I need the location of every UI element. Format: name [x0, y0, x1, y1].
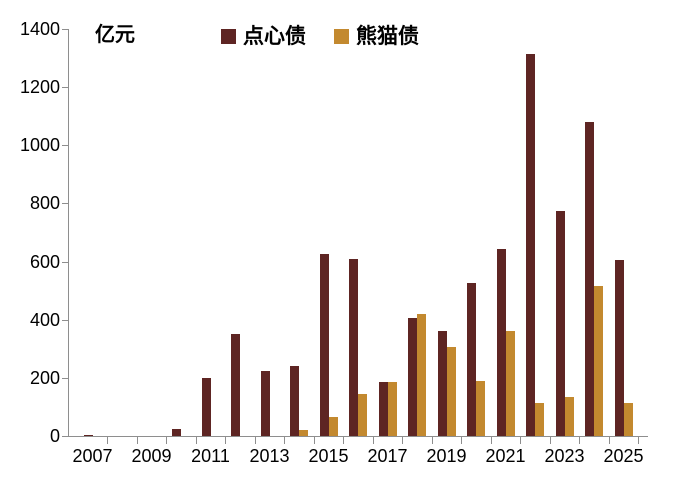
- legend-swatch-panda-bond: [334, 29, 349, 44]
- y-axis-tick: [62, 377, 68, 379]
- y-axis-tick-label: 800: [29, 193, 60, 214]
- bar-panda-bond-2022: [535, 403, 544, 436]
- bar-dim-sum-bond-2022: [526, 54, 535, 436]
- bar-dim-sum-bond-2024: [585, 122, 594, 436]
- y-axis-tick: [62, 203, 68, 205]
- x-axis-label: 2019: [426, 446, 467, 466]
- x-axis-tick: [402, 437, 404, 444]
- bar-panda-bond-2014: [299, 430, 308, 436]
- x-axis-tick: [136, 437, 138, 444]
- bar-dim-sum-bond-2019: [437, 331, 447, 436]
- bar-dim-sum-bond-2023: [555, 211, 565, 436]
- y-axis-tick: [62, 261, 68, 263]
- bar-dim-sum-bond-2018: [408, 318, 417, 436]
- x-axis-tick: [490, 437, 492, 444]
- bar-panda-bond-2025: [623, 403, 633, 436]
- y-axis-tick-label: 1400: [19, 19, 60, 40]
- x-axis-tick: [520, 437, 522, 444]
- bar-dim-sum-bond-2020: [467, 283, 476, 436]
- y-axis-tick-label: 1200: [19, 77, 60, 98]
- x-axis-tick: [549, 437, 551, 444]
- bar-panda-bond-2020: [476, 381, 485, 436]
- x-axis-label: 2013: [249, 446, 290, 466]
- bar-panda-bond-2018: [417, 314, 426, 436]
- x-axis-tick: [107, 437, 109, 444]
- bar-dim-sum-bond-2010: [172, 429, 181, 436]
- x-axis-tick: [372, 437, 374, 444]
- y-axis-unit-label: 亿元: [95, 24, 135, 46]
- legend-item-dim-sum-bond: 点心债: [221, 26, 306, 47]
- bar-dim-sum-bond-2007: [83, 435, 93, 436]
- y-axis-tick-label: 1000: [19, 135, 60, 156]
- x-axis-tick: [284, 437, 286, 444]
- bar-panda-bond-2024: [594, 286, 603, 436]
- bar-dim-sum-bond-2017: [378, 382, 388, 436]
- x-axis-tick: [431, 437, 433, 444]
- y-axis-tick: [62, 87, 68, 89]
- y-axis-tick-label: 600: [29, 251, 60, 272]
- y-axis-tick-label: 0: [49, 426, 60, 446]
- y-axis-tick: [62, 436, 68, 437]
- bar-panda-bond-2021: [505, 331, 515, 436]
- legend: 点心债 熊猫债: [0, 26, 657, 47]
- x-axis-tick: [343, 437, 345, 444]
- x-axis-tick: [579, 437, 581, 444]
- x-axis-tick: [225, 437, 227, 444]
- bar-dim-sum-bond-2011: [201, 378, 211, 436]
- bar-dim-sum-bond-2015: [319, 254, 329, 436]
- x-axis-label: 2021: [485, 446, 526, 466]
- legend-label-panda-bond: 熊猫债: [356, 25, 419, 48]
- y-axis-tick: [62, 29, 68, 31]
- x-axis-tick: [166, 437, 168, 444]
- y-axis-tick-label: 200: [29, 367, 60, 388]
- x-axis-label: 2017: [367, 446, 408, 466]
- bar-panda-bond-2019: [446, 347, 456, 436]
- x-axis-label: 2023: [544, 446, 585, 466]
- x-axis-tick: [313, 437, 315, 444]
- x-axis-label: 2015: [308, 446, 349, 466]
- x-axis-tick: [608, 437, 610, 444]
- x-axis-tick: [461, 437, 463, 444]
- y-axis-line: [68, 29, 69, 437]
- bar-dim-sum-bond-2013: [260, 371, 270, 436]
- y-axis-tick: [62, 319, 68, 321]
- legend-swatch-dim-sum-bond: [221, 29, 236, 44]
- bar-panda-bond-2016: [358, 394, 367, 436]
- x-axis-tick: [638, 437, 640, 444]
- legend-label-dim-sum-bond: 点心债: [243, 25, 306, 48]
- bar-dim-sum-bond-2012: [231, 334, 240, 436]
- x-axis-tick: [195, 437, 197, 444]
- x-axis-label: 2011: [191, 446, 230, 466]
- y-axis-tick-label: 400: [29, 309, 60, 330]
- x-axis-tick: [254, 437, 256, 444]
- bar-panda-bond-2023: [564, 397, 574, 436]
- bar-panda-bond-2015: [328, 417, 338, 436]
- legend-item-panda-bond: 熊猫债: [334, 26, 419, 47]
- x-axis-label: 2007: [72, 446, 113, 466]
- bar-dim-sum-bond-2021: [496, 249, 506, 436]
- bar-dim-sum-bond-2025: [614, 260, 624, 436]
- x-axis-label: 2025: [603, 446, 644, 466]
- x-axis-line: [68, 436, 648, 437]
- bar-dim-sum-bond-2014: [290, 366, 299, 436]
- y-axis-tick: [62, 145, 68, 147]
- x-axis-label: 2009: [131, 446, 172, 466]
- bar-dim-sum-bond-2016: [349, 259, 358, 436]
- bar-panda-bond-2017: [387, 382, 397, 436]
